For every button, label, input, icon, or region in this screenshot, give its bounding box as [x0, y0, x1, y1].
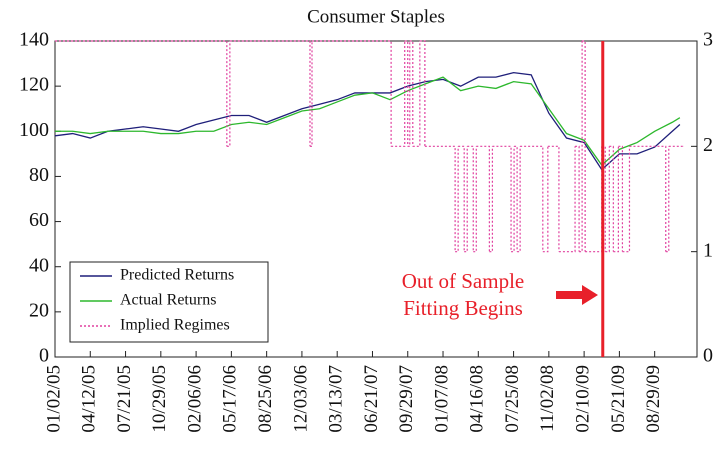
y-tick-label: 120	[19, 74, 49, 96]
y-tick-label: 140	[19, 29, 49, 51]
x-tick-label: 05/21/09	[608, 365, 629, 433]
x-tick-label: 01/02/05	[43, 365, 64, 433]
regime-step	[404, 40, 409, 147]
x-tick-label: 08/25/06	[255, 365, 276, 433]
x-tick-label: 12/03/06	[290, 365, 311, 433]
series-line	[54, 71, 681, 171]
regime-step	[605, 146, 610, 253]
regime-step	[467, 145, 474, 252]
x-tick-label: 10/29/05	[149, 365, 170, 433]
regime-step	[579, 41, 583, 253]
regime-step	[517, 146, 521, 253]
regime-step	[229, 40, 311, 147]
regime-step	[622, 146, 631, 253]
y-tick-label: 80	[29, 164, 49, 186]
y2-tick-label: 1	[703, 239, 713, 261]
regime-step	[665, 146, 670, 253]
regime-step	[458, 145, 465, 252]
x-tick-label: 11/02/08	[537, 365, 558, 432]
x-tick-label: 05/17/06	[220, 365, 241, 433]
annotation: Fitting Begins	[403, 296, 523, 320]
x-tick-label: 07/21/05	[114, 365, 135, 433]
y-tick-label: 100	[19, 119, 49, 141]
x-tick-label: 04/12/05	[79, 365, 100, 433]
y2-tick-label: 0	[703, 345, 713, 367]
regime-step	[629, 145, 667, 252]
x-tick-label: 03/13/07	[326, 365, 347, 433]
regime-step	[412, 41, 421, 147]
y-tick-label: 20	[29, 299, 49, 321]
x-tick-label: 06/21/07	[361, 365, 382, 433]
legend-label: Predicted Returns	[120, 267, 234, 284]
regime-step	[492, 145, 512, 252]
regime-step	[407, 41, 411, 147]
regime-step	[618, 145, 624, 252]
regime-step	[609, 145, 614, 252]
regime-step	[424, 145, 456, 252]
regime-step	[409, 40, 414, 147]
y2-tick-label: 2	[703, 134, 713, 156]
regime-step	[455, 146, 459, 253]
y2-tick-label: 3	[703, 29, 713, 51]
legend-label: Implied Regimes	[120, 317, 230, 334]
regime-step	[575, 145, 580, 252]
regime-step	[312, 40, 392, 147]
x-tick-label: 09/29/07	[396, 365, 417, 433]
regime-step	[514, 145, 518, 252]
y-tick-label: 0	[39, 345, 49, 367]
legend: Predicted Returns Actual Returns Implied R…	[69, 261, 269, 343]
regime-step	[613, 146, 619, 253]
y-tick-label: 40	[29, 254, 49, 276]
annotation-arrow	[556, 285, 598, 305]
regime-step	[391, 41, 406, 147]
x-tick-label: 01/07/08	[431, 365, 452, 433]
regime-step	[419, 40, 426, 147]
x-tick-label: 02/10/09	[572, 365, 593, 433]
regime-step	[55, 40, 228, 147]
plot-frame	[54, 40, 698, 358]
regime-step	[473, 146, 477, 253]
x-tick-label: 02/06/06	[184, 365, 205, 433]
regime-step	[582, 40, 586, 252]
series-line	[55, 76, 681, 167]
chart-title: Consumer Staples	[307, 6, 445, 27]
regime-step	[547, 145, 560, 252]
regime-step	[520, 145, 544, 252]
x-tick-label: 07/25/08	[502, 365, 523, 433]
x-tick-label: 08/29/09	[643, 365, 664, 433]
regime-step	[464, 146, 468, 253]
x-tick-label: 04/16/08	[467, 365, 488, 433]
regime-step	[309, 41, 313, 147]
y-tick-label: 60	[29, 209, 49, 231]
regime-step	[542, 146, 549, 253]
legend-label: Actual Returns	[120, 292, 216, 309]
regime-step	[226, 41, 231, 147]
regime-step	[489, 146, 494, 253]
regime-step	[511, 146, 515, 253]
annotation: Out of Sample	[402, 269, 524, 293]
regime-step	[558, 146, 576, 253]
regime-step	[476, 145, 490, 252]
